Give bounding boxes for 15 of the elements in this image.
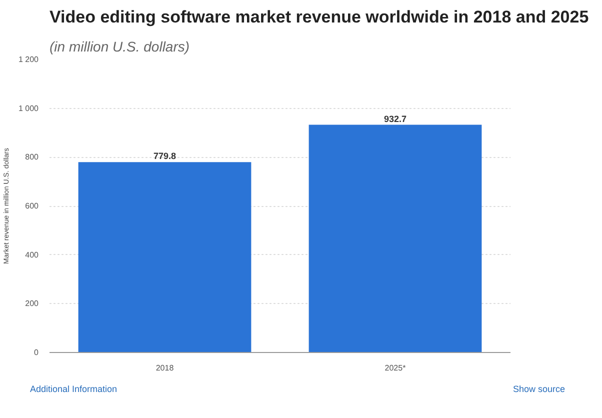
- y-tick-label: 400: [25, 250, 40, 260]
- y-tick-label: 200: [25, 299, 40, 308]
- text: Show source: [512, 383, 565, 396]
- data-label: 932.7: [384, 114, 407, 124]
- chart-title: Video editing software market revenue worldwide in 2018 and 2025: [50, 8, 589, 26]
- text: Additional Information: [30, 383, 118, 396]
- y-tick-label: 1 200: [18, 55, 40, 64]
- chart-subtitle: (in million U.S. dollars): [50, 38, 190, 54]
- y-tick-label: 0: [34, 348, 40, 357]
- x-tick-label: 2018: [156, 364, 174, 372]
- x-tick-label: 2025*: [384, 364, 406, 372]
- y-tick-label: 1 000: [18, 104, 40, 113]
- y-tick-label: 600: [25, 202, 40, 210]
- y-tick-label: 800: [25, 152, 40, 162]
- data-label: 779.8: [153, 151, 176, 162]
